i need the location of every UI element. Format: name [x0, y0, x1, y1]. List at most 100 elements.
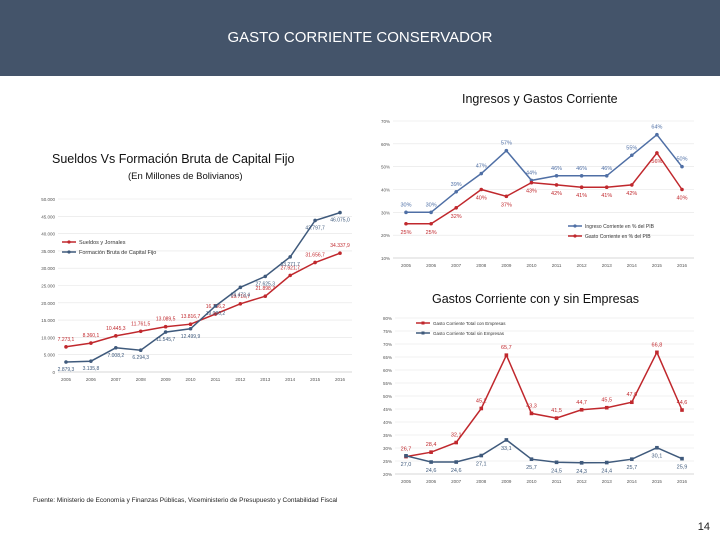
empresas-data-label: 47,6 — [626, 392, 637, 398]
sueldos-data-label: 11.545,7 — [156, 337, 175, 343]
ingresos-data-point — [680, 164, 684, 169]
ingresos-data-point — [504, 194, 509, 199]
empresas-data-point — [655, 350, 659, 355]
ingresos-data-point — [655, 132, 659, 137]
empresas-data-point — [504, 438, 509, 442]
empresas-data-label: 24,4 — [601, 469, 612, 475]
ingresos-data-point — [454, 189, 458, 194]
empresas-data-label: 33,1 — [501, 446, 512, 452]
empresas-xtick-label: 2012 — [577, 479, 588, 484]
empresas-data-point — [630, 400, 634, 405]
gastos-empresas-chart-title: Gastos Corriente con y sin Empresas — [432, 292, 640, 306]
empresas-data-label: 45,2 — [476, 398, 487, 404]
sueldos-xtick-label: 2006 — [86, 377, 97, 382]
ingresos-legend-label: Ingreso Corriente en % del PIB — [585, 224, 655, 230]
sueldos-data-label: 34.337,9 — [330, 243, 350, 249]
sueldos-data-label: 33.271,7 — [280, 262, 300, 268]
empresas-data-label: 32,1 — [451, 433, 462, 439]
empresas-data-label: 28,4 — [426, 442, 437, 448]
page-number: 14 — [697, 521, 710, 533]
empresas-data-point — [479, 406, 484, 411]
ingresos-legend-label: Gasto Corriente en % del PIB — [585, 234, 651, 240]
empresas-data-label: 25,7 — [626, 465, 637, 471]
ingresos-data-point — [429, 221, 433, 226]
page-title: GASTO CORRIENTE CONSERVADOR — [227, 29, 493, 46]
empresas-data-label: 30,1 — [652, 454, 663, 460]
empresas-xtick-label: 2006 — [426, 479, 437, 484]
empresas-xtick-label: 2013 — [602, 479, 613, 484]
sueldos-data-label: 27.921,7 — [280, 265, 300, 271]
sueldos-data-label: 2.879,3 — [58, 367, 75, 373]
empresas-data-point — [454, 440, 458, 445]
sueldos-data-point — [89, 359, 93, 363]
ingresos-data-label: 30% — [400, 202, 411, 208]
sueldos-ytick-label: 5.000 — [44, 353, 56, 358]
sueldos-data-point — [114, 334, 118, 338]
ingresos-data-point — [504, 148, 509, 153]
empresas-data-point — [429, 450, 433, 454]
empresas-legend-label: Gasto Corriente Total con Empresas — [433, 321, 506, 326]
ingresos-data-point — [655, 151, 659, 155]
sueldos-data-label: 7.008,2 — [107, 353, 124, 359]
empresas-series-line-1 — [405, 350, 683, 458]
ingresos-data-label: 50% — [676, 157, 687, 163]
empresas-xtick-label: 2016 — [677, 479, 688, 484]
sueldos-data-label: 19.080,2 — [206, 311, 226, 317]
empresas-data-point — [579, 461, 584, 465]
sueldos-data-point — [263, 294, 268, 299]
empresas-series-line-2 — [405, 438, 683, 464]
sueldos-data-point — [138, 348, 143, 353]
ingresos-ytick-label: 60% — [381, 142, 390, 147]
empresas-ytick-label: 25% — [383, 459, 392, 464]
empresas-ytick-label: 45% — [383, 407, 392, 412]
ingresos-data-label: 41% — [601, 193, 612, 199]
empresas-data-label: 27,0 — [401, 462, 412, 468]
empresas-data-point — [529, 457, 534, 461]
ingresos-xtick-label: 2014 — [627, 263, 638, 268]
empresas-legend-marker — [421, 321, 425, 325]
ingresos-data-point — [604, 174, 609, 178]
sueldos-data-label: 13.089,5 — [156, 317, 176, 323]
sueldos-data-point — [263, 274, 268, 279]
sueldos-data-label: 12.499,9 — [181, 334, 201, 340]
ingresos-data-point — [554, 183, 559, 187]
sueldos-ytick-label: 15.000 — [41, 318, 55, 323]
empresas-ytick-label: 50% — [383, 394, 392, 399]
sueldos-data-point — [138, 329, 143, 334]
ingresos-ytick-label: 20% — [381, 233, 390, 238]
ingresos-series-line-1 — [406, 133, 683, 214]
ingresos-data-label: 46% — [551, 166, 562, 172]
empresas-data-label: 24,6 — [426, 468, 437, 474]
ingresos-data-label: 41% — [576, 193, 587, 199]
sueldos-data-label: 31.656,7 — [305, 252, 325, 258]
ingresos-series-line-2 — [406, 151, 683, 225]
empresas-data-label: 25,7 — [526, 465, 537, 471]
sueldos-ytick-label: 25.000 — [41, 284, 55, 289]
sueldos-ytick-label: 45.000 — [41, 214, 55, 219]
empresas-xtick-label: 2011 — [552, 479, 562, 484]
empresas-ytick-label: 65% — [383, 355, 392, 360]
empresas-data-label: 26,7 — [401, 447, 412, 453]
empresas-xtick-label: 2007 — [451, 479, 462, 484]
empresas-data-label: 24,3 — [576, 469, 587, 475]
sueldos-data-point — [288, 255, 292, 259]
ingresos-data-label: 30% — [426, 202, 437, 208]
ingresos-data-point — [579, 185, 584, 190]
empresas-xtick-label: 2009 — [501, 479, 512, 484]
ingresos-ytick-label: 50% — [381, 165, 390, 170]
sueldos-xtick-label: 2014 — [285, 377, 296, 382]
ingresos-data-point — [579, 174, 584, 178]
sueldos-ytick-label: 0 — [52, 370, 55, 375]
empresas-ytick-label: 80% — [383, 316, 392, 321]
ingresos-data-label: 25% — [426, 230, 437, 236]
empresas-data-label: 24,5 — [551, 468, 562, 474]
empresas-xtick-label: 2010 — [526, 479, 537, 484]
empresas-data-point — [454, 460, 458, 464]
ingresos-xtick-label: 2008 — [476, 263, 487, 268]
ingresos-data-point — [479, 187, 484, 192]
ingresos-data-label: 39% — [451, 182, 462, 188]
sueldos-data-point — [163, 330, 168, 334]
empresas-ytick-label: 60% — [383, 368, 392, 373]
sueldos-data-label: 19.716,7 — [231, 294, 251, 300]
ingresos-xtick-label: 2007 — [451, 263, 462, 268]
